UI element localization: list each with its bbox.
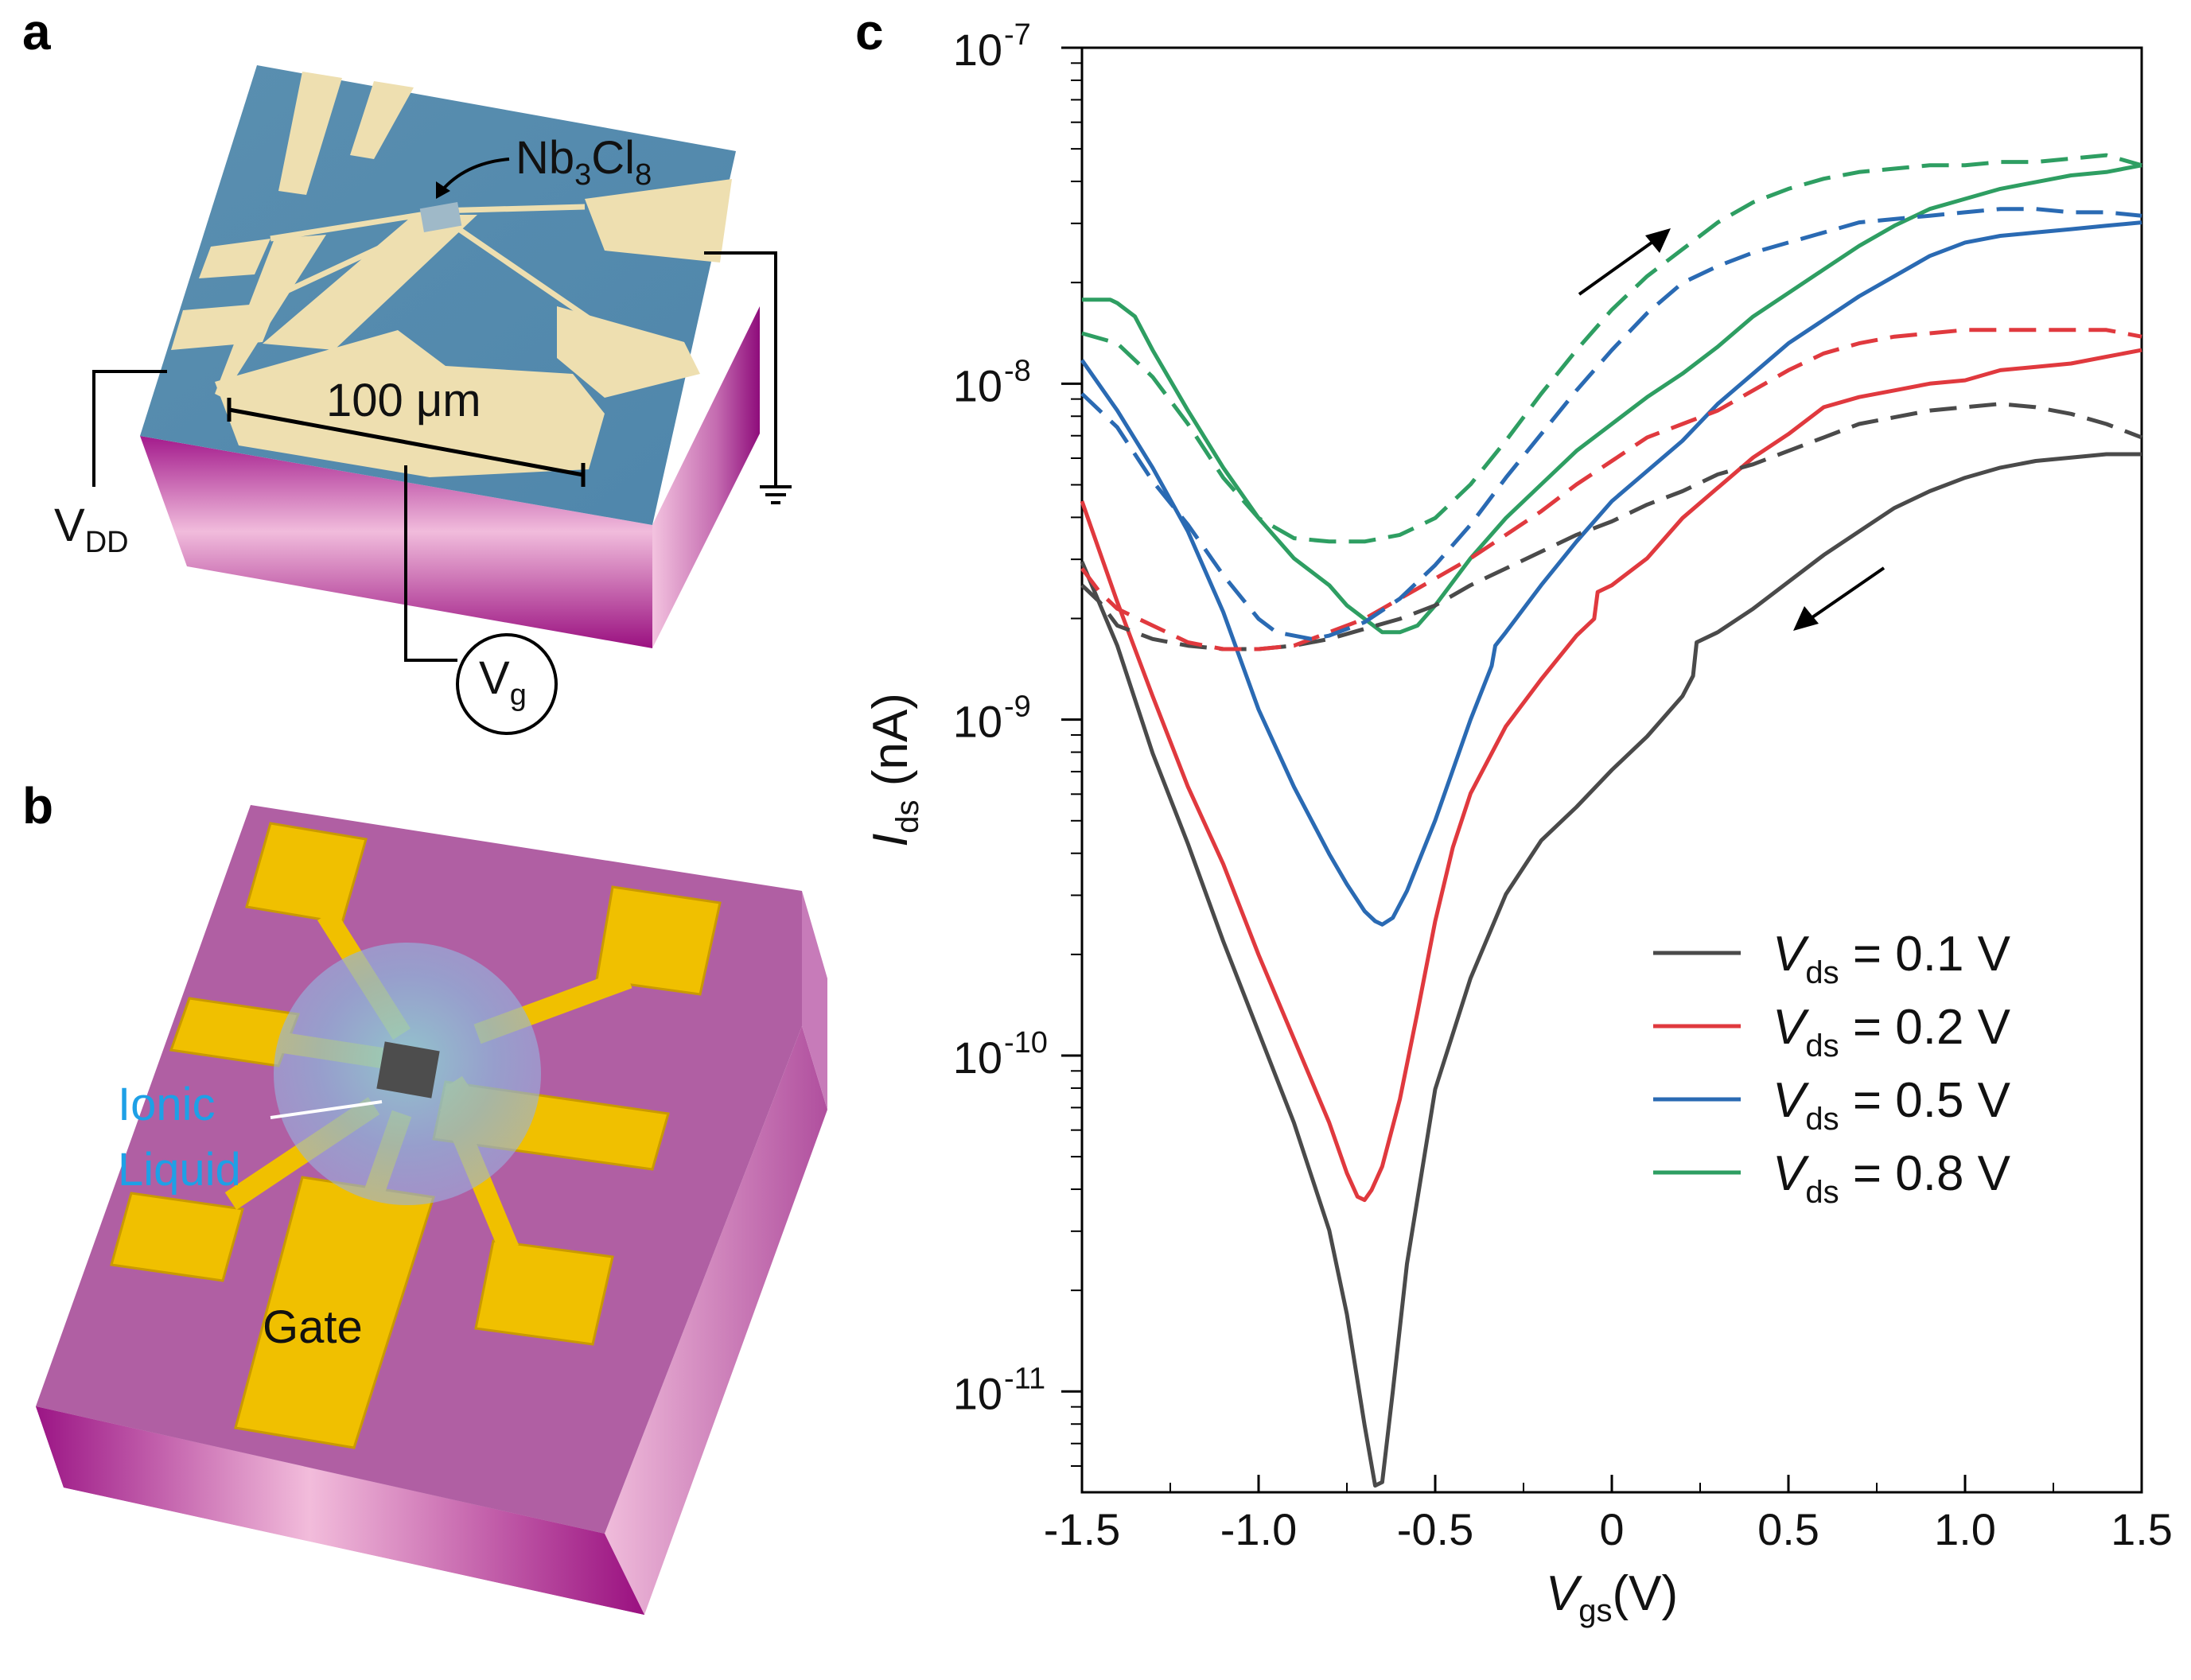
panel-a-label: a (22, 3, 51, 60)
vg-label: Vg (479, 652, 527, 712)
y-tick-label: 10-10 (953, 1026, 1048, 1083)
vdd-label: VDD (54, 500, 129, 559)
ionic-pointer (270, 1100, 383, 1119)
legend-label: Vds = 0.2 V (1773, 1000, 2011, 1064)
material-pointer (440, 158, 510, 192)
y-tick-label: 10-9 (953, 690, 1031, 747)
electrode-leads (261, 204, 590, 321)
panel-b-label: b (22, 777, 53, 834)
series-line (1080, 402, 2142, 651)
series-line (1080, 220, 2142, 927)
series-line (1081, 153, 2142, 544)
x-axis-title: Vgs(V) (1546, 1566, 1678, 1628)
substrate-side-face (605, 1026, 827, 1615)
y-tick-label: 10-11 (953, 1362, 1045, 1418)
series-line (1080, 348, 2142, 1203)
series-line (1080, 207, 2142, 641)
y-axis-title: Ids (nA) (863, 693, 925, 847)
liquid-label: Liquid (118, 1144, 241, 1196)
x-tick-label: 1.0 (1934, 1504, 1996, 1554)
legend-label: Vds = 0.1 V (1773, 927, 2011, 990)
legend-label: Vds = 0.8 V (1773, 1146, 2011, 1210)
chip-side-face (652, 306, 760, 648)
ionic-label: Ionic (118, 1079, 216, 1130)
material-label: Nb3Cl8 (516, 132, 652, 192)
reverse-arrow-head (1793, 606, 1819, 631)
y-tick-label: 10-8 (953, 354, 1031, 410)
chip-front-face (140, 436, 652, 648)
y-tick-label: 10-7 (953, 18, 1031, 75)
gate-label: Gate (263, 1301, 363, 1353)
chart: -1.5 -1.0 -0.5 0 0.5 1.0 1.5 10-7 10-8 10-9 10-10 1… (863, 18, 2173, 1628)
panel-b: b Ionic Liquid (22, 777, 827, 1615)
device-channel (376, 1041, 440, 1099)
vg-wire (404, 465, 457, 662)
vdd-wire (92, 370, 167, 487)
x-tick-label: 0 (1599, 1504, 1624, 1554)
x-tick-label: 1.5 (2111, 1504, 2173, 1554)
x-tick-label: -1.0 (1220, 1504, 1298, 1554)
scale-bar-label: 100 μm (326, 375, 481, 426)
scale-bar (228, 407, 584, 477)
vg-source-symbol (456, 633, 558, 735)
series-line (1080, 328, 2142, 651)
flake (419, 202, 462, 232)
legend-label: Vds = 0.5 V (1773, 1073, 2011, 1137)
reverse-arrow (1800, 566, 1886, 626)
ground-icon (760, 485, 792, 504)
electrodes (171, 72, 732, 477)
panel-a: a 100 μm Nb3Cl8 (22, 3, 792, 735)
forward-arrow-head (1645, 228, 1671, 253)
ground-wire (704, 251, 777, 485)
series-line (1082, 163, 2142, 635)
forward-arrow (1578, 233, 1664, 296)
x-tick-label: -0.5 (1397, 1504, 1474, 1554)
panel-c-label: c (855, 3, 884, 60)
x-tick-label: -1.5 (1044, 1504, 1121, 1554)
x-tick-label: 0.5 (1757, 1504, 1819, 1554)
series-line (1080, 452, 2142, 1488)
panel-c: c -1.5 -1.0 -0.5 0 0.5 1.0 1.5 10-7 10-8 10-9 10-1… (855, 3, 2173, 1628)
